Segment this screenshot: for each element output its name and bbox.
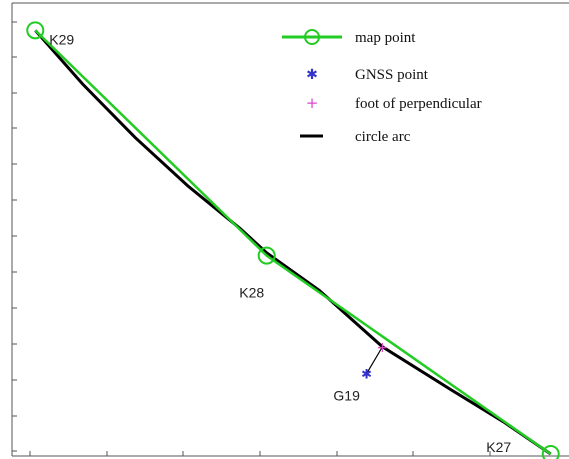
legend-label-foot-of-perpendicular: foot of perpendicular: [355, 96, 482, 112]
legend: map point ✱ GNSS point + foot of perpend…: [282, 29, 482, 145]
point-label-k28: K28: [239, 285, 264, 301]
map-point-marker-0: [26, 21, 45, 40]
gnss-point-layer: ✱+: [361, 340, 388, 383]
legend-swatch-foot-marker: +: [306, 94, 319, 112]
axes: [11, 2, 569, 457]
point-label-k29: K29: [49, 31, 74, 47]
gnss-point-marker-0: ✱: [361, 368, 372, 383]
map-point-line: [34, 29, 552, 456]
legend-entry-gnss-point: ✱ GNSS point: [306, 67, 429, 83]
legend-entry-foot-of-perpendicular: + foot of perpendicular: [306, 94, 482, 112]
perpendicular-segment: [366, 346, 383, 374]
map-point-layer: [26, 21, 560, 459]
legend-entry-circle-arc: circle arc: [300, 129, 411, 145]
circle-arc-layer: [34, 29, 552, 456]
foot-point-marker-0: +: [377, 340, 389, 356]
legend-label-gnss-point: GNSS point: [355, 67, 429, 83]
legend-label-map-point: map point: [355, 30, 416, 46]
legend-swatch-gnss-point-marker: ✱: [306, 67, 318, 83]
legend-label-circle-arc: circle arc: [355, 129, 411, 145]
circle-arc-line: [34, 29, 552, 456]
map-point-marker-2: [541, 445, 560, 459]
point-label-k27: K27: [486, 439, 511, 455]
map-point-marker-1: [257, 246, 276, 265]
point-label-layer: K29 K28 K27 G19: [49, 31, 511, 455]
point-label-g19: G19: [333, 388, 360, 404]
legend-swatch-map-point-marker: [304, 29, 320, 45]
legend-entry-map-point: map point: [282, 29, 416, 46]
